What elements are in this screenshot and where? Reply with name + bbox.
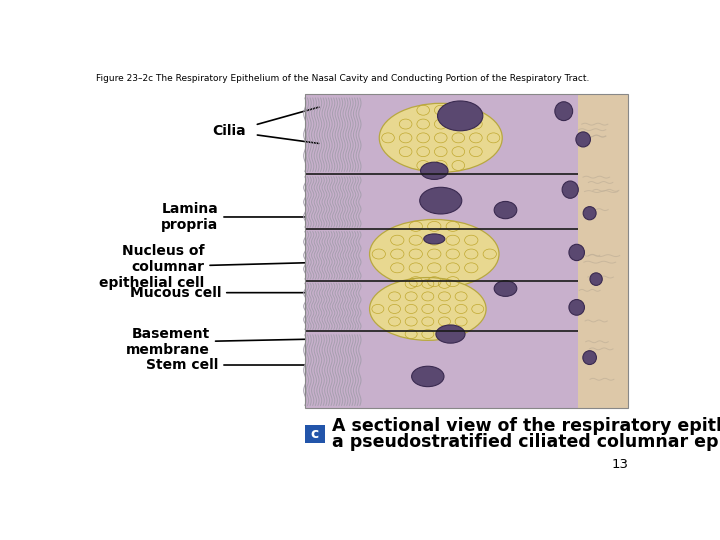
Text: a pseudostratified ciliated columnar epithelium.: a pseudostratified ciliated columnar epi…	[332, 433, 720, 451]
Bar	[305, 94, 629, 408]
Ellipse shape	[424, 234, 445, 244]
Ellipse shape	[369, 278, 486, 340]
Text: Basement
membrane: Basement membrane	[126, 327, 305, 357]
Text: c: c	[311, 427, 319, 441]
Ellipse shape	[436, 325, 465, 343]
Text: Lamina
propria: Lamina propria	[161, 202, 305, 232]
Bar	[305, 426, 325, 443]
Ellipse shape	[494, 201, 517, 219]
Ellipse shape	[562, 181, 578, 198]
Ellipse shape	[494, 281, 517, 296]
Text: Cilia: Cilia	[212, 124, 246, 138]
Ellipse shape	[555, 102, 572, 120]
Ellipse shape	[420, 187, 462, 214]
Ellipse shape	[412, 366, 444, 387]
Text: Mucous cell: Mucous cell	[130, 286, 305, 300]
Text: Figure 23–2c The Respiratory Epithelium of the Nasal Cavity and Conducting Porti: Figure 23–2c The Respiratory Epithelium …	[96, 74, 589, 83]
Ellipse shape	[590, 273, 602, 286]
Bar	[578, 94, 629, 408]
Text: A sectional view of the respiratory epithelium,: A sectional view of the respiratory epit…	[332, 417, 720, 435]
Ellipse shape	[438, 101, 483, 131]
Ellipse shape	[576, 132, 590, 147]
Text: 13: 13	[611, 458, 629, 471]
Ellipse shape	[379, 103, 503, 172]
Bar	[305, 94, 629, 408]
Ellipse shape	[583, 207, 596, 220]
Ellipse shape	[582, 350, 596, 365]
Ellipse shape	[569, 300, 585, 315]
Text: Stem cell: Stem cell	[146, 358, 305, 372]
Ellipse shape	[569, 244, 585, 261]
Text: Nucleus of
columnar
epithelial cell: Nucleus of columnar epithelial cell	[99, 244, 305, 290]
Ellipse shape	[369, 219, 499, 288]
Ellipse shape	[420, 162, 448, 179]
